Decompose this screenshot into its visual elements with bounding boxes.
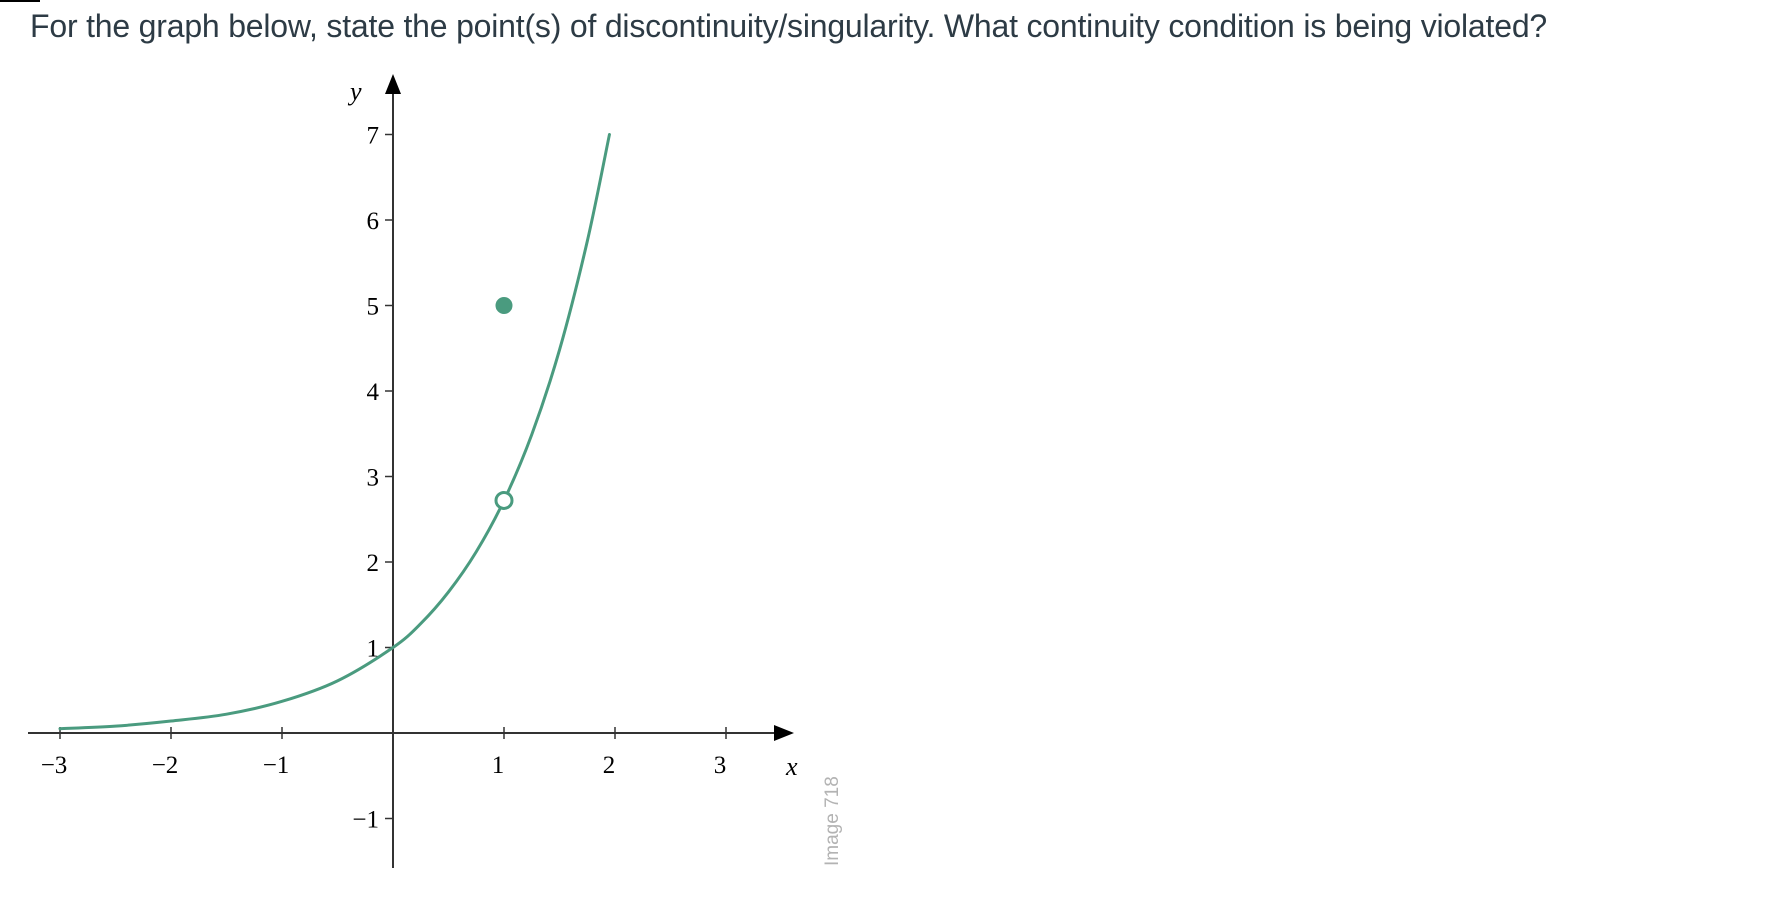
y-tick-label: −1 [352,807,379,834]
x-tick-label: 3 [714,752,727,779]
x-tick-label: −3 [41,752,68,779]
y-tick-label: 3 [367,465,380,492]
curve-layer [58,133,611,731]
y-tick-label: 7 [367,123,380,150]
corner-mark [0,0,40,2]
x-tick-label: −2 [152,752,179,779]
y-tick-label: 2 [367,550,380,577]
y-axis-arrowhead [385,74,401,94]
x-tick-label: 2 [603,752,616,779]
image-watermark: Image 718 [822,776,843,866]
points-layer [494,297,514,510]
x-tick-label: −1 [263,752,290,779]
function-curve [58,133,611,731]
tick-labels: −3 −2 −1 1 2 3 −1 1 2 3 4 5 6 7 [41,123,727,834]
x-tick-label: 1 [492,752,505,779]
open-point [494,490,514,510]
y-axis-label: y [347,77,362,106]
question-text: For the graph below, state the point(s) … [30,8,1548,44]
y-tick-label: 5 [367,294,380,321]
closed-point [495,297,513,314]
y-tick-label: 1 [367,636,380,663]
x-axis-arrowhead [774,725,794,741]
axes [28,74,794,868]
x-axis-label: x [785,752,798,781]
y-tick-label: 6 [367,208,380,235]
y-tick-label: 4 [367,379,380,406]
